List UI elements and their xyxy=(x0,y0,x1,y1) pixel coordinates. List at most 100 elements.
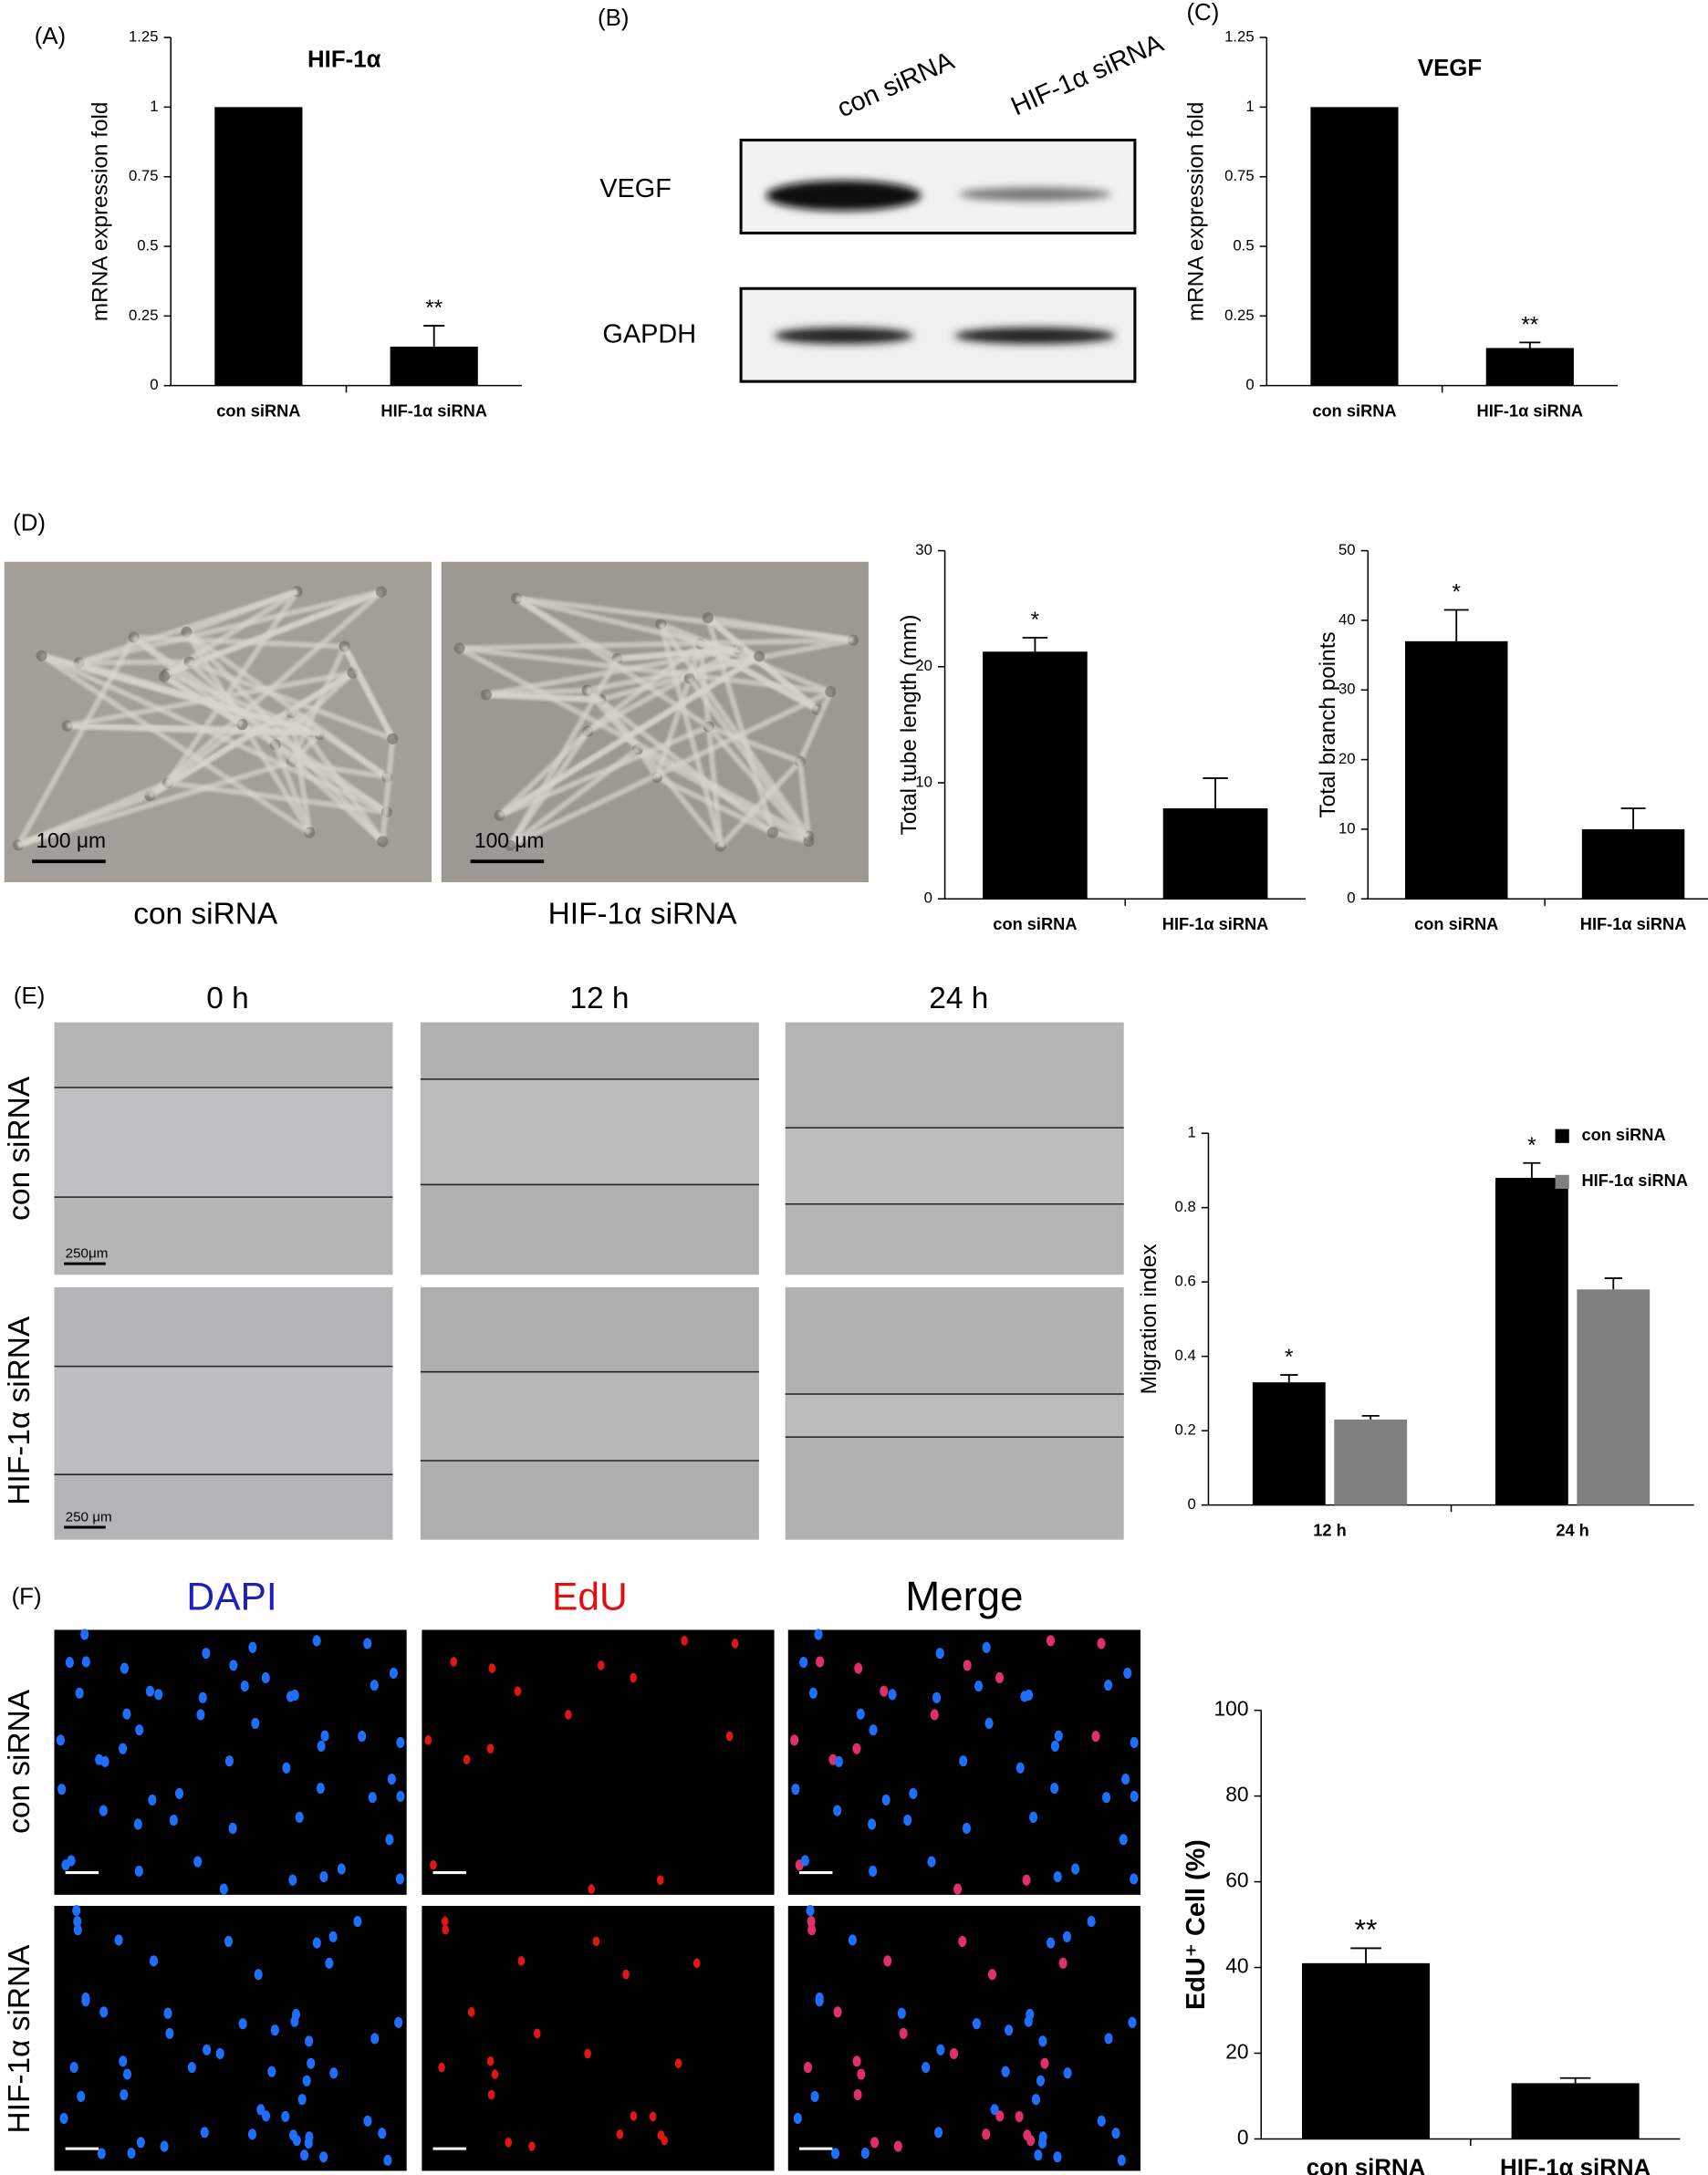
nucleus xyxy=(370,1680,379,1691)
nucleus xyxy=(295,1811,304,1823)
chart-title: HIF-1α xyxy=(307,47,381,73)
x-tick-label: con siRNA xyxy=(1414,914,1498,933)
nucleus xyxy=(1097,1638,1106,1649)
nucleus xyxy=(936,2044,945,2055)
x-tick-label: HIF-1α siRNA xyxy=(1580,914,1687,933)
nucleus xyxy=(597,1660,605,1670)
nucleus xyxy=(533,2028,541,2039)
nucleus xyxy=(1091,1730,1100,1743)
nucleus xyxy=(517,1956,526,1966)
nucleus xyxy=(80,1629,89,1640)
nucleus xyxy=(800,1855,809,1867)
nucleus xyxy=(881,1794,890,1806)
scale-bar-label: 250 μm xyxy=(66,1509,112,1525)
nucleus xyxy=(856,1708,865,1720)
cell-strand xyxy=(183,630,313,835)
cell xyxy=(825,686,837,698)
nucleus xyxy=(1130,1790,1139,1803)
error-bar xyxy=(1350,1947,1381,1963)
nucleus xyxy=(649,2111,657,2122)
nucleus xyxy=(317,1740,326,1752)
y-tick-label: 1 xyxy=(1245,98,1254,115)
nucleus xyxy=(1123,1667,1132,1679)
nucleus xyxy=(972,2018,981,2030)
nucleus xyxy=(99,1805,108,1816)
significance-mark: ** xyxy=(1521,313,1538,338)
x-tick-label: HIF-1α siRNA xyxy=(380,401,487,420)
nucleus xyxy=(790,1734,799,1746)
fluorescence-image xyxy=(787,1906,1140,2171)
nucleus xyxy=(1037,2137,1047,2149)
nucleus xyxy=(848,1934,857,1946)
nucleus xyxy=(219,1883,228,1895)
nucleus xyxy=(1036,2075,1046,2087)
nucleus xyxy=(81,1995,90,2007)
significance-mark: ** xyxy=(425,296,443,320)
time-label: 0 h xyxy=(206,982,248,1015)
nucleus xyxy=(319,1870,328,1883)
legend-swatch xyxy=(1555,1174,1569,1189)
scale-bar-label: 100 μm xyxy=(474,828,545,852)
panel-label: (F) xyxy=(12,1584,42,1609)
nucleus xyxy=(588,1884,595,1894)
nucleus xyxy=(174,1787,184,1799)
nucleus xyxy=(1047,1937,1056,1949)
error-bar xyxy=(1604,1277,1622,1290)
nucleus xyxy=(1053,2151,1062,2163)
nucleus xyxy=(1050,1740,1059,1752)
nucleus xyxy=(1026,2008,1035,2021)
time-label: 12 h xyxy=(569,982,629,1015)
cell-strand xyxy=(184,630,396,844)
nucleus xyxy=(353,1916,362,1928)
bar xyxy=(1494,1178,1568,1505)
nucleus xyxy=(674,2058,682,2069)
nucleus xyxy=(935,1648,944,1660)
bar xyxy=(214,107,303,386)
charts: 0 0.25 0.5 0.75 1 1.25 HIF-1α mRNA expression f… xyxy=(89,27,1708,2175)
nucleus xyxy=(77,2090,86,2103)
nucleus xyxy=(899,2027,908,2039)
x-tick-label: HIF-1α siRNA xyxy=(1162,914,1269,933)
y-tick-label: 100 xyxy=(1214,1697,1249,1721)
nucleus xyxy=(59,2112,68,2125)
y-tick-label: 0 xyxy=(1187,1495,1195,1513)
nucleus xyxy=(73,1924,82,1936)
nucleus xyxy=(325,1957,334,1969)
cell-strand xyxy=(131,635,245,786)
nucleus xyxy=(229,1660,238,1671)
nucleus xyxy=(119,1743,128,1754)
nucleus xyxy=(136,2137,145,2149)
nucleus xyxy=(883,1955,892,1967)
nucleus xyxy=(286,1691,296,1702)
y-tick-label: 0.75 xyxy=(1224,167,1255,184)
nucleus xyxy=(56,1734,65,1746)
nucleus xyxy=(135,1724,144,1736)
nucleus xyxy=(870,2137,880,2149)
nucleus xyxy=(1111,2128,1120,2139)
blot-band xyxy=(954,327,1116,345)
nucleus xyxy=(903,1814,912,1826)
nucleus xyxy=(834,1755,843,1768)
error-bar xyxy=(1559,2076,1591,2084)
nucleus xyxy=(987,1969,997,1981)
nucleus xyxy=(995,1671,1005,1684)
cell-strand xyxy=(39,652,311,836)
blot-band xyxy=(774,327,913,345)
nucleus xyxy=(160,2140,169,2152)
x-tick-label: HIF-1α siRNA xyxy=(1500,2156,1651,2175)
nucleus xyxy=(312,1635,321,1647)
significance-mark: * xyxy=(1527,1133,1536,1158)
nucleus xyxy=(430,1859,437,1870)
cell xyxy=(480,689,493,701)
y-tick-label: 0 xyxy=(924,890,932,907)
row-label: con siRNA xyxy=(3,1076,36,1221)
nucleus xyxy=(1046,1635,1056,1647)
nucleus xyxy=(81,1656,90,1668)
nucleus xyxy=(363,1638,372,1649)
nucleus xyxy=(584,2048,591,2059)
nucleus xyxy=(100,1755,109,1768)
nucleus xyxy=(909,1787,918,1799)
nucleus xyxy=(302,2075,311,2087)
nucleus xyxy=(282,1762,291,1774)
nucleus xyxy=(528,2141,536,2151)
